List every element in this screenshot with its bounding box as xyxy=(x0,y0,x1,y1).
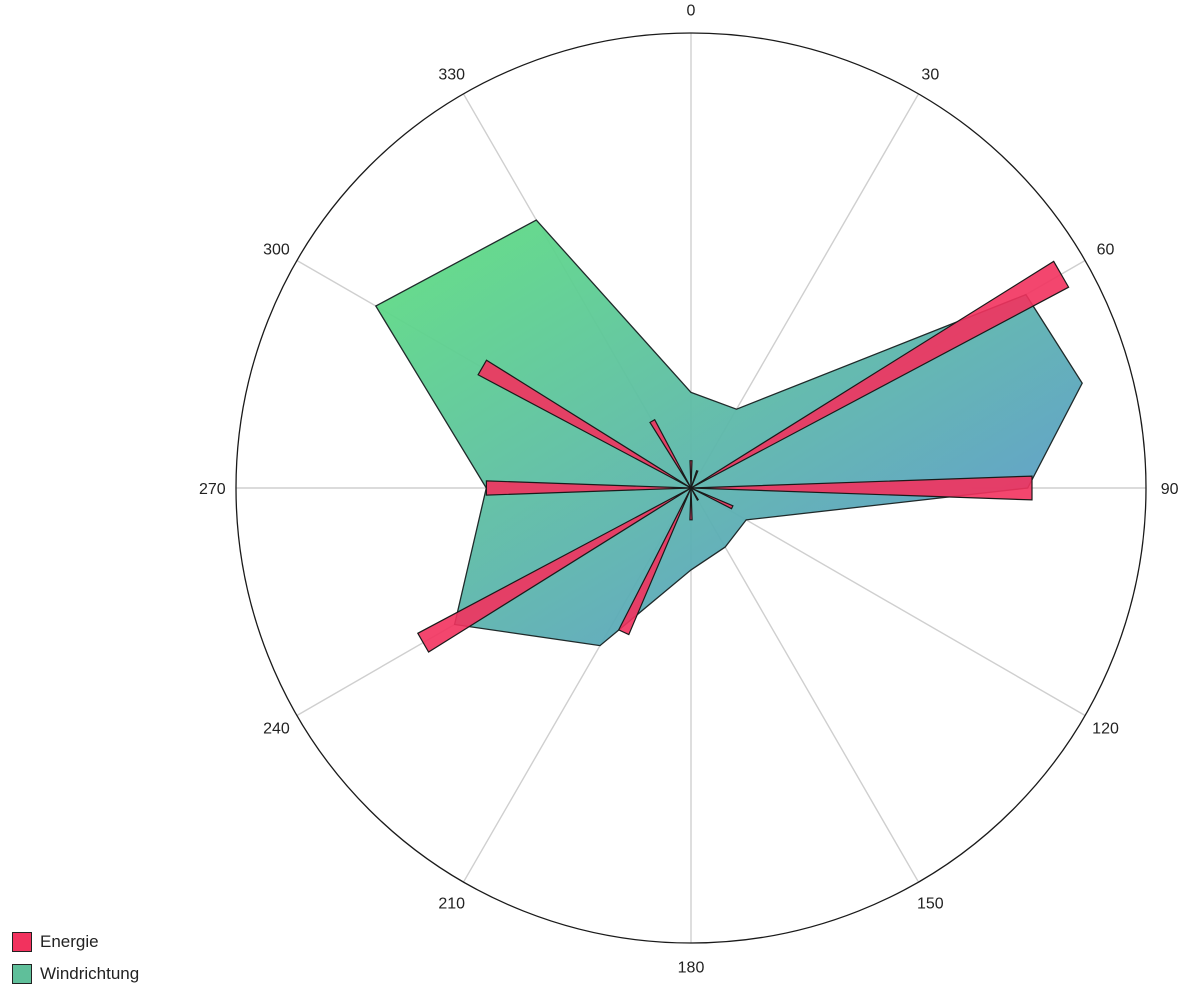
legend-label-energie: Energie xyxy=(40,932,99,951)
angular-tick-label-330: 330 xyxy=(438,66,465,83)
angular-tick-label-210: 210 xyxy=(438,896,465,913)
series-energie-wedge-0 xyxy=(689,460,693,489)
series-energie-wedge-300 xyxy=(477,359,692,489)
angular-tick-label-30: 30 xyxy=(921,66,939,83)
series-energie-wedge-150 xyxy=(690,487,700,501)
series-energie-wedge-20 xyxy=(690,469,699,489)
grid-spoke-150 xyxy=(690,487,920,883)
legend-item-windrichtung[interactable]: Windrichtung xyxy=(12,958,139,990)
angular-tick-label-60: 60 xyxy=(1097,242,1115,259)
series-energie-wedge-60 xyxy=(690,260,1070,489)
series-energie-wedge-180 xyxy=(689,487,693,521)
angular-tick-label-90: 90 xyxy=(1161,481,1179,498)
angular-tick-label-150: 150 xyxy=(917,896,944,913)
angular-tick-label-270: 270 xyxy=(199,481,226,498)
legend-swatch-energie xyxy=(12,932,32,952)
series-layer xyxy=(374,219,1083,653)
series-energie-wedge-270 xyxy=(485,480,692,496)
legend: Energie Windrichtung xyxy=(12,926,139,990)
series-energie-wedge-115 xyxy=(690,487,734,510)
angular-tick-label-240: 240 xyxy=(263,720,290,737)
series-energie-wedge-330 xyxy=(649,418,692,489)
grid-spoke-120 xyxy=(690,487,1086,717)
angular-tick-label-0: 0 xyxy=(687,2,696,19)
legend-label-windrichtung: Windrichtung xyxy=(40,964,140,983)
angular-tick-label-180: 180 xyxy=(678,960,705,977)
angular-tick-label-300: 300 xyxy=(263,242,290,259)
polar-outline xyxy=(235,32,1147,944)
angular-tick-labels: 0 30 60 90 120 150 180 210 240 270 300 330 xyxy=(199,2,1179,976)
legend-item-energie[interactable]: Energie xyxy=(12,926,139,958)
angular-tick-label-120: 120 xyxy=(1092,720,1119,737)
series-energie-wedge-240 xyxy=(416,487,692,653)
polar-outer-circle xyxy=(235,32,1147,944)
series-energie-wedge-205 xyxy=(617,487,692,636)
series-energie-wedge-90 xyxy=(690,475,1033,501)
series-windrichtung-area xyxy=(374,219,1083,647)
legend-swatch-windrichtung xyxy=(12,964,32,984)
